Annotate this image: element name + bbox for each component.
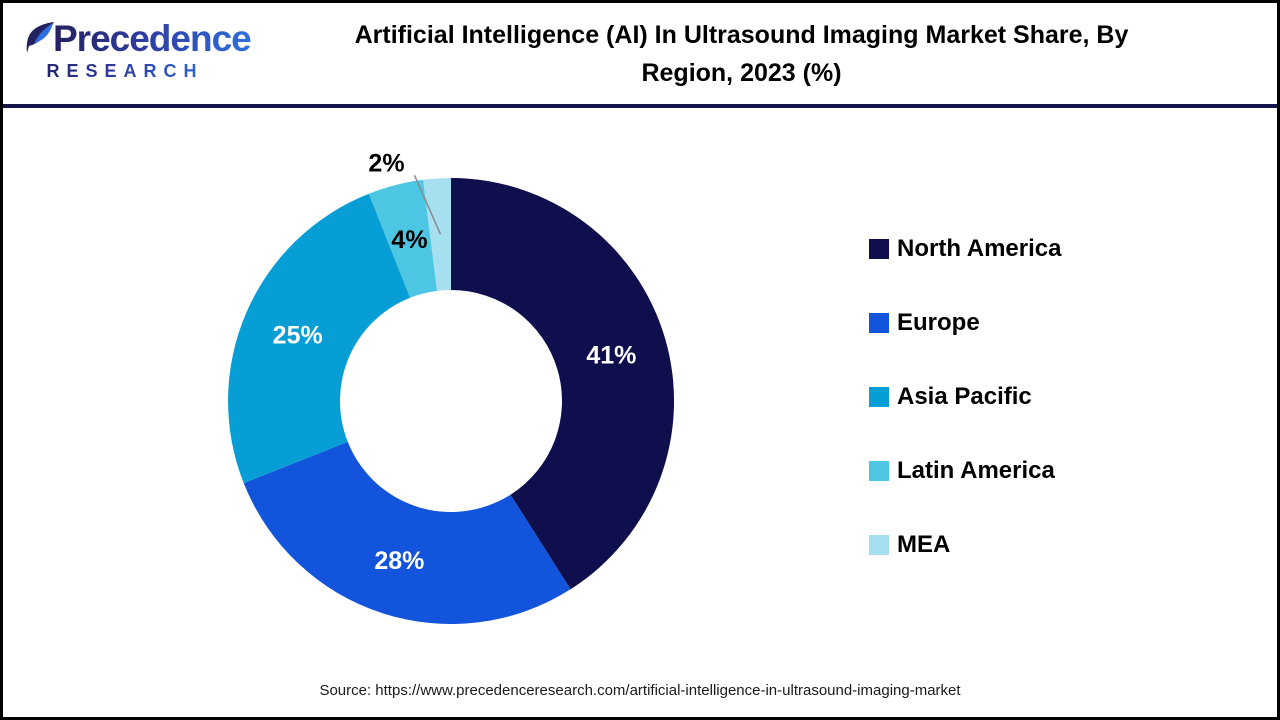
legend-item-mea: MEA	[869, 531, 1061, 558]
legend-swatch-asia-pacific	[869, 387, 889, 407]
legend-swatch-north-america	[869, 239, 889, 259]
precedence-research-logo: Precedence RESEARCH	[25, 19, 252, 82]
donut-chart: 41% 28% 25% 4% 2%	[228, 149, 675, 624]
slice-europe	[243, 441, 571, 624]
slice-label-asia-pacific: 25%	[273, 322, 323, 350]
legend-item-asia-pacific: Asia Pacific	[869, 383, 1061, 410]
leader-line-mea	[413, 174, 442, 235]
source-text: Source: https://www.precedenceresearch.c…	[319, 682, 961, 699]
slice-asia-pacific	[228, 193, 411, 484]
leaf-icon	[25, 21, 55, 60]
legend: North America Europe Asia Pacific Latin Ame…	[869, 235, 1062, 607]
slice-label-europe: 28%	[374, 547, 424, 575]
chart-title: Artificial Intelligence (AI) In Ultrasou…	[218, 16, 1265, 92]
chart-title-line1: Artificial Intelligence (AI) In Ultrasou…	[354, 21, 1129, 49]
logo-wordmark: Precedence	[53, 18, 252, 59]
chart-title-line2: Region, 2023 (%)	[641, 59, 842, 87]
slice-label-latin-america: 4%	[391, 226, 427, 254]
legend-label-latin-america: Latin America	[897, 457, 1055, 484]
slice-label-mea: 2%	[368, 149, 404, 177]
slice-latin-america	[368, 179, 438, 298]
legend-label-north-america: North America	[897, 235, 1062, 262]
logo-subtitle: RESEARCH	[25, 61, 225, 82]
legend-label-asia-pacific: Asia Pacific	[897, 383, 1032, 410]
legend-swatch-europe	[869, 313, 889, 333]
slice-label-north-america: 41%	[586, 341, 636, 369]
header: Precedence RESEARCH Artificial Intellige…	[3, 3, 1277, 108]
legend-item-north-america: North America	[869, 235, 1062, 262]
slice-mea	[423, 178, 451, 291]
legend-label-mea: MEA	[897, 531, 951, 558]
legend-label-europe: Europe	[897, 309, 980, 336]
legend-item-europe: Europe	[869, 309, 1061, 336]
legend-swatch-latin-america	[869, 461, 889, 481]
legend-swatch-mea	[869, 535, 889, 555]
legend-item-latin-america: Latin America	[869, 457, 1061, 484]
slice-north-america	[451, 178, 675, 590]
